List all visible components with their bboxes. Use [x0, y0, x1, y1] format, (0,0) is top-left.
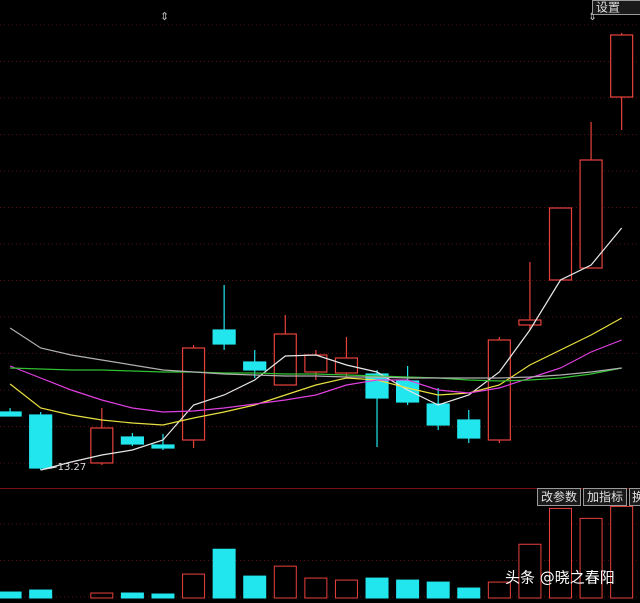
candle-body [212, 329, 236, 345]
watermark: 头条 @晓之春阳 [505, 569, 615, 587]
ma-line [10, 367, 622, 382]
volume-bar [548, 507, 572, 599]
candle-body [243, 361, 267, 371]
candle-body [487, 339, 511, 441]
button-label: 加指标 [587, 489, 623, 504]
ma-line [9, 327, 622, 379]
candle-body [90, 427, 114, 464]
param-button[interactable]: 改参数 [537, 488, 581, 506]
candle-body [151, 444, 175, 449]
volume-bar [273, 565, 297, 599]
volume-bar [487, 581, 511, 599]
button-label: 改参数 [541, 489, 577, 504]
candle-body [518, 319, 542, 326]
low-label: 13.27 [58, 462, 87, 473]
candle-body [396, 380, 420, 403]
volume-bar [579, 517, 603, 599]
button-label: 换 [632, 490, 640, 504]
volume-bar [365, 577, 389, 599]
volume-bar [0, 591, 22, 599]
ma-line [9, 339, 622, 413]
plot: 13.27 [0, 24, 640, 599]
candle-body [610, 34, 634, 98]
volume-bar [457, 587, 481, 599]
candle-body [426, 403, 450, 426]
volume-bar [396, 579, 420, 599]
settings-button[interactable]: 设置 [592, 0, 640, 15]
volume-bar [518, 543, 542, 599]
volume-bar [610, 505, 634, 599]
candle-body [181, 347, 206, 441]
indicator-button[interactable]: 加指标 [583, 488, 627, 506]
ma-line [9, 317, 622, 426]
switch-button[interactable]: 换 [629, 488, 640, 506]
candle-body [120, 436, 145, 445]
volume-bar [304, 577, 328, 599]
low-pointer [40, 466, 57, 471]
volume-bar [90, 592, 114, 599]
marker-icon: ⇕ [160, 10, 169, 23]
candle-body [579, 159, 603, 269]
volume-bar [151, 593, 175, 599]
candle-body [29, 414, 53, 469]
candle-body [0, 411, 22, 417]
candle-body [548, 207, 573, 281]
volume-bar [182, 573, 206, 599]
volume-bar [243, 575, 267, 599]
candle-body [273, 333, 297, 386]
volume-bar [29, 589, 53, 599]
volume-bar [334, 579, 358, 599]
marker-icon: ⇕ [588, 10, 597, 23]
settings-label: 设置 [596, 1, 620, 15]
candle-body [457, 419, 481, 439]
volume-bar [212, 548, 236, 599]
ma-line [40, 227, 623, 471]
volume-bar [426, 581, 450, 599]
volume-bar [120, 592, 144, 599]
